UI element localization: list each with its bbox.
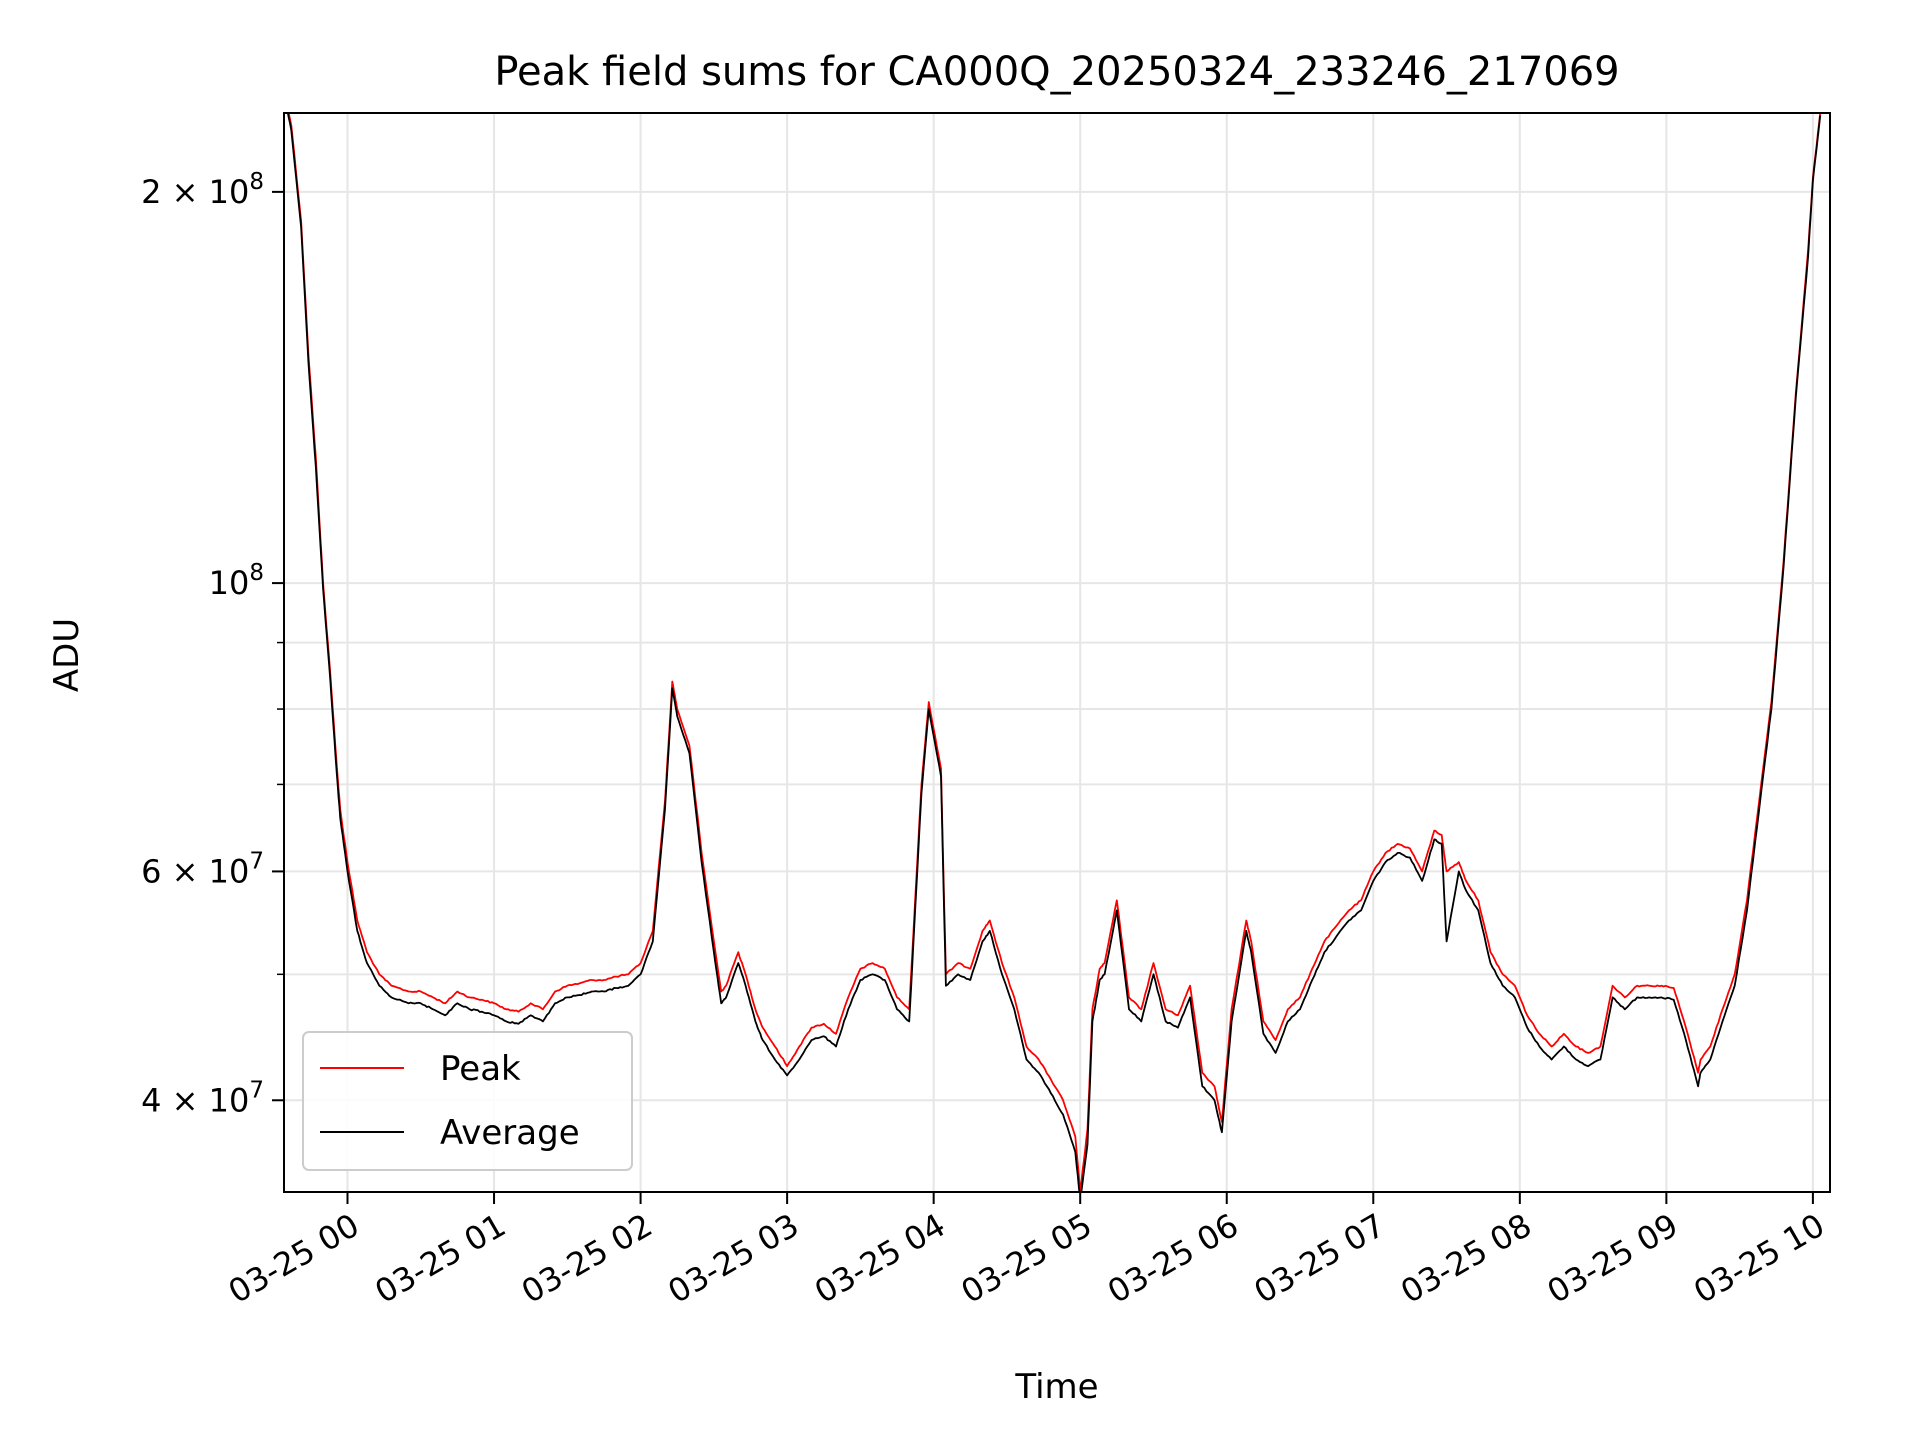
grid-lines xyxy=(284,113,1830,1192)
x-tick-label: 03-25 01 xyxy=(368,1206,512,1311)
plot-lines xyxy=(286,113,1822,1192)
x-tick-label: 03-25 05 xyxy=(955,1206,1099,1311)
legend-label-peak: Peak xyxy=(440,1049,521,1089)
y-tick-label: 2 × 108 xyxy=(141,169,264,211)
y-tick-label: 4 × 107 xyxy=(141,1077,264,1119)
peak-series-line xyxy=(287,113,1822,1192)
plot-frame xyxy=(283,112,1831,1193)
x-tick-label: 03-25 07 xyxy=(1248,1206,1392,1311)
x-tick-label: 03-25 02 xyxy=(515,1206,659,1311)
y-axis-label: ADU xyxy=(47,618,87,692)
x-tick-label: 03-25 00 xyxy=(222,1206,366,1311)
average-series-line xyxy=(286,113,1822,1192)
y-tick-label: 108 xyxy=(209,560,264,602)
y-tick-label: 6 × 107 xyxy=(141,848,264,890)
x-tick-label: 03-25 10 xyxy=(1687,1206,1831,1311)
y-axis: 4 × 107 6 × 107 108 2 × 108 xyxy=(141,169,284,1119)
x-tick-label: 03-25 09 xyxy=(1541,1206,1685,1311)
x-axis-label: Time xyxy=(1014,1367,1098,1407)
chart-title: Peak field sums for CA000Q_20250324_2332… xyxy=(494,49,1619,95)
x-axis: 03-25 00 03-25 01 03-25 02 03-25 03 03-25 04… xyxy=(222,1192,1831,1311)
x-tick-label: 03-25 03 xyxy=(662,1206,806,1311)
legend-label-average: Average xyxy=(440,1113,580,1153)
x-tick-label: 03-25 04 xyxy=(808,1206,952,1311)
x-tick-label: 03-25 08 xyxy=(1394,1206,1538,1311)
x-tick-label: 03-25 06 xyxy=(1101,1206,1245,1311)
legend-box xyxy=(302,1031,633,1171)
legend: Peak Average xyxy=(302,1031,633,1171)
